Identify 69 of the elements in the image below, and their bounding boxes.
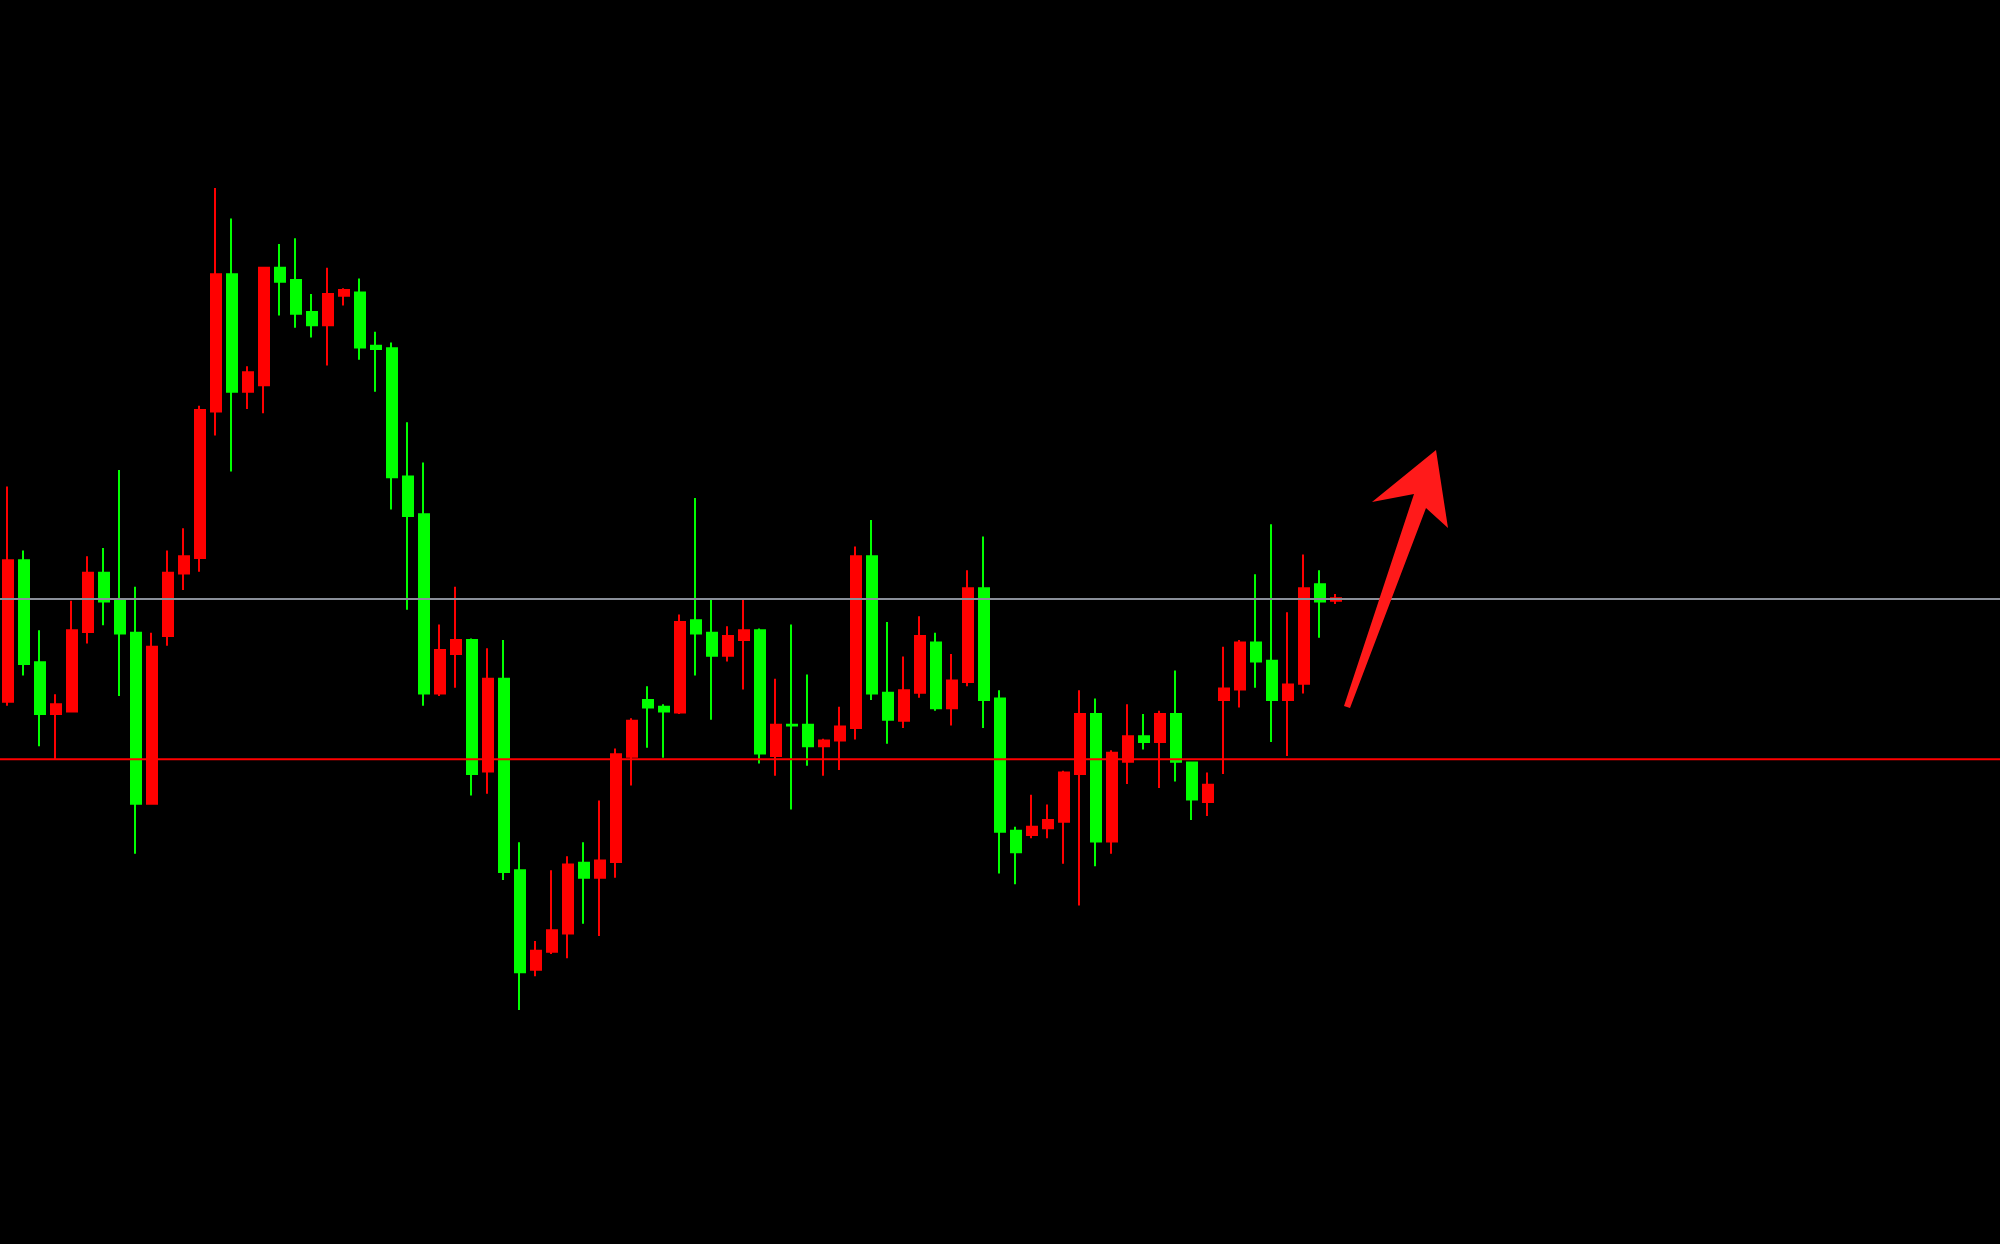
candlestick (1234, 639, 1246, 709)
candlestick (802, 673, 814, 767)
candlestick (786, 623, 798, 811)
candlestick (242, 365, 254, 411)
candlestick (1186, 761, 1198, 822)
candlestick (1314, 569, 1326, 639)
candlestick (434, 623, 446, 697)
candlestick (322, 266, 334, 367)
candlestick (258, 266, 270, 415)
candlestick (226, 217, 238, 473)
candlestick (1250, 573, 1262, 689)
candlestick (642, 685, 654, 749)
candlestick (882, 621, 894, 745)
candlestick (914, 615, 926, 699)
candlestick (402, 421, 414, 611)
candlestick (1058, 769, 1070, 865)
candlestick (66, 599, 78, 713)
candlestick (546, 869, 558, 956)
candlestick (1138, 713, 1150, 751)
candlestick (738, 597, 750, 691)
candlestick (754, 627, 766, 765)
candlestick (18, 549, 30, 677)
candlestick (1010, 825, 1022, 886)
candlestick (674, 613, 686, 716)
candlestick (1090, 697, 1102, 868)
candlestick (82, 555, 94, 645)
candlestick (1170, 669, 1182, 783)
candlestick (946, 653, 958, 727)
candlestick (962, 569, 974, 688)
candlestick (386, 341, 398, 511)
candlestick (898, 655, 910, 730)
candlestick (450, 585, 462, 689)
candlestick (306, 293, 318, 339)
candlestick (2, 485, 14, 707)
candlestick (498, 639, 510, 882)
candlestick (370, 330, 382, 393)
candlestick (1298, 553, 1310, 695)
candlestick (130, 585, 142, 855)
candlestick (210, 187, 222, 437)
candlestick (690, 496, 702, 677)
candlestick (1202, 771, 1214, 818)
candlestick (994, 689, 1006, 875)
candlestick (706, 597, 718, 721)
candlestick (194, 404, 206, 573)
candlestick (114, 468, 126, 697)
candlestick (178, 527, 190, 591)
candlestick (1026, 793, 1038, 840)
candlestick (530, 939, 542, 978)
candlestick (338, 287, 350, 307)
candlestick (1266, 523, 1278, 744)
candlestick (466, 637, 478, 797)
candlestick (578, 841, 590, 925)
candlestick (850, 545, 862, 741)
candlestick (274, 242, 286, 317)
candlestick (594, 799, 606, 938)
candlestick (418, 461, 430, 707)
candlestick (514, 841, 526, 1011)
candlestick (658, 703, 670, 759)
candlestick (162, 549, 174, 647)
candlestick (930, 631, 942, 712)
candlestick (978, 535, 990, 730)
candlestick (722, 625, 734, 663)
candlestick (562, 855, 574, 960)
candlestick (354, 277, 366, 361)
candlestick (34, 629, 46, 748)
candlestick (866, 519, 878, 702)
candlestick (1042, 803, 1054, 840)
candlestick (98, 547, 110, 627)
candlestick (290, 237, 302, 329)
